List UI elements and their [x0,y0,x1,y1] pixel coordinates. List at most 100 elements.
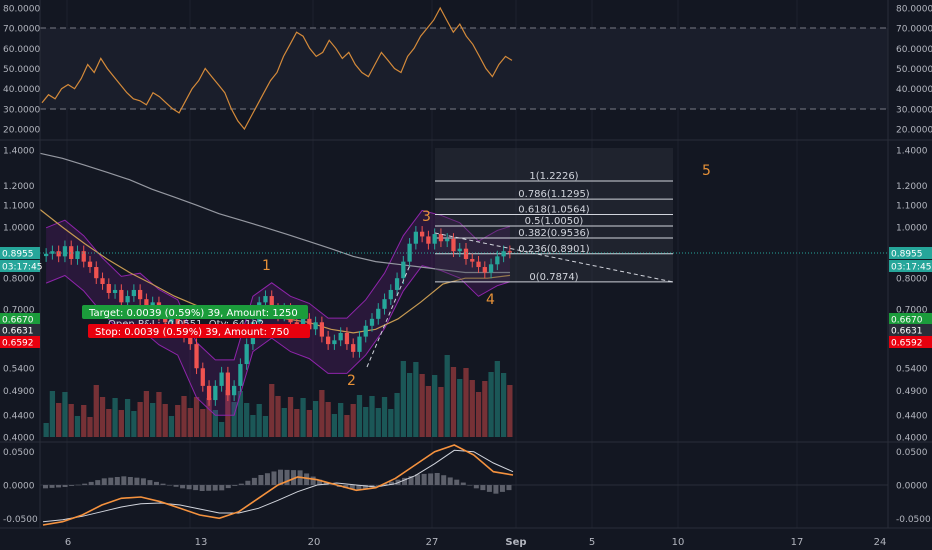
volume-bar [450,367,457,437]
time-label: 13 [195,537,208,548]
rsi-tick-right: 70.0000 [896,25,932,35]
macd-hist-bar [447,477,453,485]
volume-bar [482,381,488,437]
volume-bar [156,392,162,437]
volume-bar [206,398,212,437]
macd-hist-bar [43,485,48,489]
macd-hist-bar [101,478,107,485]
macd-hist-bar [454,479,460,485]
macd-hist-bar [402,477,408,485]
volume-bar [325,402,331,437]
volume-bar [124,399,131,437]
macd-hist-bar [421,473,427,485]
macd-hist-bar [343,485,349,489]
fib-level-label: 0.5(1.0050) [525,216,584,227]
candle-body [332,340,337,345]
position-tool[interactable]: Target: 0.0039 (0.59%) 39, Amount: 1250 … [82,305,310,338]
target-price-tag-left-bg [0,313,40,325]
fib-level-label: 0.382(0.9536) [518,228,590,239]
volume-bar [212,410,218,437]
candle-body [300,318,306,326]
volume-bar [319,390,325,437]
macd-histogram [43,469,512,494]
stop-price-tag-right-bg [889,336,932,348]
current-price-tag-left: 0.8955 [2,250,34,260]
candle-body [482,267,487,273]
candle-body [369,318,375,326]
trend-line-up[interactable] [366,264,411,368]
macd-hist-bar [304,473,310,485]
target-label: Target: 0.0039 (0.59%) 39, Amount: 1250 [88,308,298,319]
volume-bar [62,392,68,437]
fibonacci-levels[interactable]: 1(1.2226) 0.786(1.1295) 0.618(1.0564)0.5(1… [435,171,673,283]
macd-tick-right: 0.0000 [896,482,928,492]
rsi-tick-right: 40.0000 [896,85,932,95]
macd-hist-bar [310,476,316,485]
macd-hist-bar [180,485,186,489]
volume-bar [444,355,450,437]
wave-label-1: 1 [262,258,271,274]
volume-bar [356,395,363,437]
rsi-tick-right: 20.0000 [896,126,932,136]
candle-body [69,246,74,259]
rsi-line [41,6,513,131]
candle-body [62,246,68,257]
volume-bar [131,411,137,437]
candle-body [219,372,224,386]
volume-bar [143,391,150,437]
volume-bar [457,379,463,437]
macd-hist-bar [88,481,94,485]
stop-label-bg[interactable] [88,324,310,338]
volume-bar [287,397,294,437]
target-price-tag-right: 0.6670 [891,316,923,326]
volume-bar [43,423,49,437]
macd-hist-bar [212,485,218,491]
macd-hist-bar [62,485,68,487]
volume-bar [118,410,124,437]
rsi-tick-left: 40.0000 [3,85,40,95]
macd-hist-bar [258,475,264,485]
price-tick-right: 0.4400 [896,412,928,422]
price-tags: 0.895503:17:450.895503:17:450.66700.6631… [0,247,932,349]
volume-bar [469,380,475,437]
macd-hist-bar [232,485,238,486]
price-tick-right: 0.4900 [896,387,928,397]
time-label: 5 [589,537,595,548]
volume-bar [162,404,168,437]
candle-body [445,238,450,242]
macd-hist-bar [147,480,153,485]
volume-bar [344,415,350,437]
volume-bar [406,373,413,437]
candle-body [238,364,243,386]
stop-price-tag-left: 0.6592 [2,339,34,349]
volume-bar [175,405,181,437]
price-pane[interactable]: 1(1.2226) 0.786(1.1295) 0.618(1.0564)0.5(1… [39,148,888,437]
entry-price-tag-right: 0.6631 [891,327,923,337]
trend-line-down[interactable] [434,232,674,283]
candle-body [125,296,130,303]
candle-body [420,231,425,237]
time-axis[interactable]: 6 13 20 27 Sep 5 10 17 24 [65,537,887,548]
macd-hist-bar [330,484,336,486]
macd-pane[interactable] [40,444,888,526]
candle-body [432,234,437,244]
wave-label-3: 3 [422,209,431,225]
macd-hist-bar [225,485,231,489]
candle-body [382,299,387,309]
target-label-bg[interactable] [82,305,308,319]
candle-body [112,289,118,293]
entry-price-tag-left: 0.6631 [2,327,34,337]
countdown-tag-right: 03:17:45 [891,263,931,273]
rsi-pane[interactable] [40,6,888,131]
entry-price-tag-right-bg [889,324,932,336]
macd-hist-bar [467,485,473,486]
countdown-tag-left: 03:17:45 [2,263,42,273]
current-price-tag-left-bg [0,247,40,259]
volume-bar [269,384,275,437]
candle-body [344,332,350,345]
wave-label-2: 2 [347,373,356,389]
rsi-tick-right: 60.0000 [896,45,932,55]
candle-body [87,261,93,268]
candle-body [56,251,61,257]
